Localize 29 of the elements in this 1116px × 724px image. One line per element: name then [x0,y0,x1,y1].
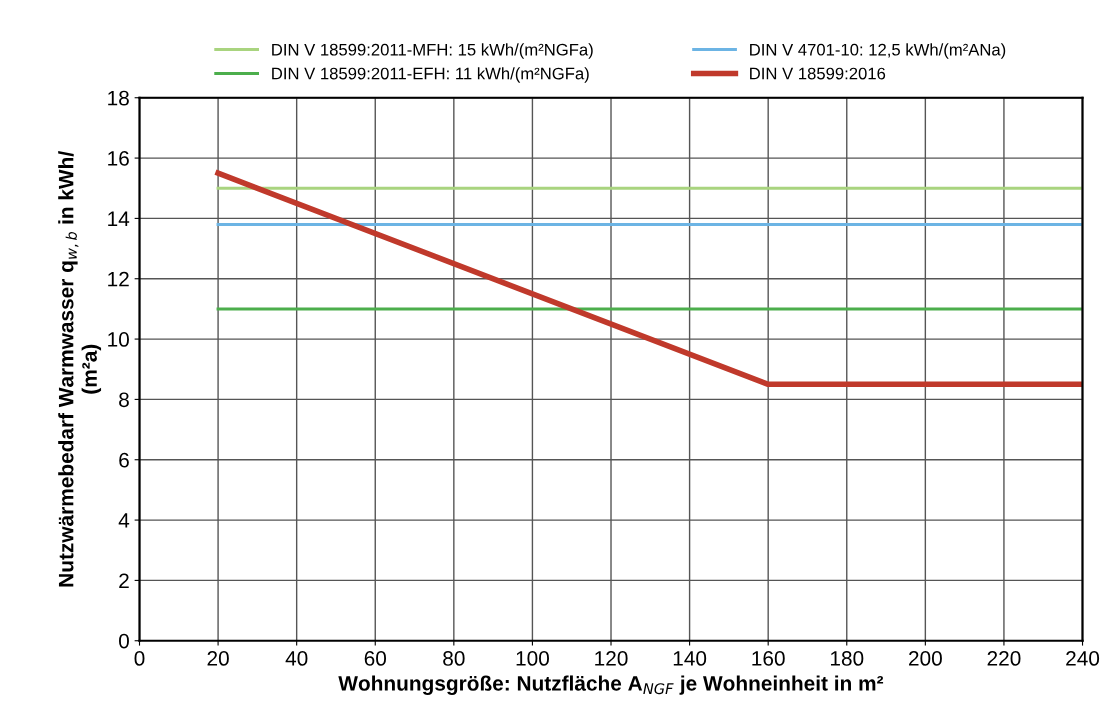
legend-label: DIN V 18599:2011-MFH: 15 kWh/(m²NGFa) [272,43,593,59]
y-tick-label: 2 [119,573,129,588]
y-tick-label: 4 [118,513,130,528]
x-tick-label: 0 [134,651,145,666]
x-tick-label: 160 [752,651,785,666]
x-tick-label: 220 [987,651,1021,666]
x-tick-label: 40 [285,651,308,666]
y-tick-label: 14 [108,211,130,226]
y-tick-label: 12 [108,271,129,287]
x-tick-label: 120 [595,651,628,666]
y-tick-label: 18 [108,90,129,106]
x-tick-label: 240 [1066,651,1100,666]
y-tick-label: 16 [108,151,129,166]
y-tick-label: 10 [108,332,129,347]
legend-label: DIN V 4701-10: 12,5 kWh/(m²ANa) [750,43,1006,59]
y-tick-label: 8 [119,392,129,408]
x-tick-label: 200 [909,651,942,666]
y-tick-label: 0 [119,633,129,649]
text: Nutzwärmebedarf Warmwasser q$_{w,b}$ in kWh/ (m²a) [58,151,102,587]
x-tick-label: 20 [207,651,229,666]
x-axis-title: Wohnungsgröße: Nutzfläche A$_{NGF}$ je Wohneinheit in m² [338,675,884,695]
x-tick-label: 60 [364,651,387,666]
x-tick-label: 80 [443,651,465,666]
legend-label: DIN V 18599:2011-EFH: 11 kWh/(m²NGFa) [272,67,589,83]
x-tick-label: 100 [516,651,549,666]
y-tick-label: 6 [119,452,129,468]
legend-label: DIN V 18599:2016 [750,67,886,80]
x-tick-label: 180 [830,651,864,666]
x-tick-label: 140 [673,651,707,666]
